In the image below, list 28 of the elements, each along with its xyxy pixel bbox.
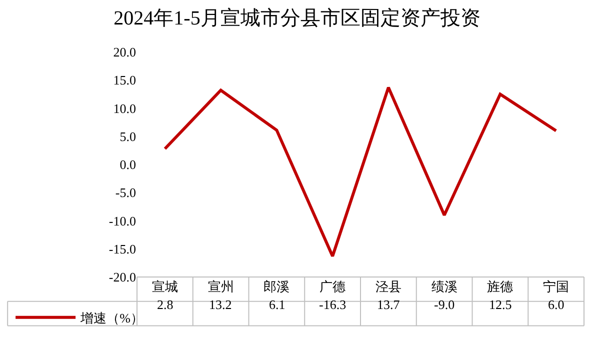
y-tick-label: 5.0 (120, 128, 136, 144)
chart-title: 2024年1-5月宣城市分县市区固定资产投资 (114, 7, 480, 30)
line-series (163, 86, 558, 258)
y-tick-label: -10.0 (108, 213, 136, 228)
x-tick-label: 郎溪 (264, 279, 290, 294)
data-label: 13.2 (209, 297, 232, 312)
data-label: 2.8 (157, 297, 174, 312)
x-tick-label: 宣城 (152, 279, 178, 294)
y-tick-label: -20.0 (108, 270, 136, 285)
y-tick-label: -5.0 (115, 185, 136, 200)
data-label: 12.5 (489, 297, 512, 312)
x-tick-label: 旌德 (487, 279, 514, 294)
legend-label: 增速（%） (80, 310, 144, 326)
x-tick-label: 宁国 (543, 279, 570, 294)
data-label: 6.0 (548, 297, 564, 312)
data-label: 6.1 (269, 297, 286, 312)
data-label: -16.3 (319, 297, 346, 312)
x-tick-label: 绩溪 (431, 279, 458, 294)
y-tick-label: 10.0 (113, 100, 136, 116)
y-tick-label: -15.0 (108, 241, 136, 256)
data-label: 13.7 (377, 297, 400, 312)
y-tick-label: 20.0 (113, 44, 136, 60)
x-tick-label: 广德 (320, 279, 346, 294)
x-tick-label: 泾县 (375, 279, 402, 294)
y-tick-label: 0.0 (120, 157, 136, 172)
x-tick-label: 宣州 (208, 279, 234, 294)
data-label: -9.0 (434, 297, 455, 312)
y-tick-label: 15.0 (113, 72, 136, 88)
